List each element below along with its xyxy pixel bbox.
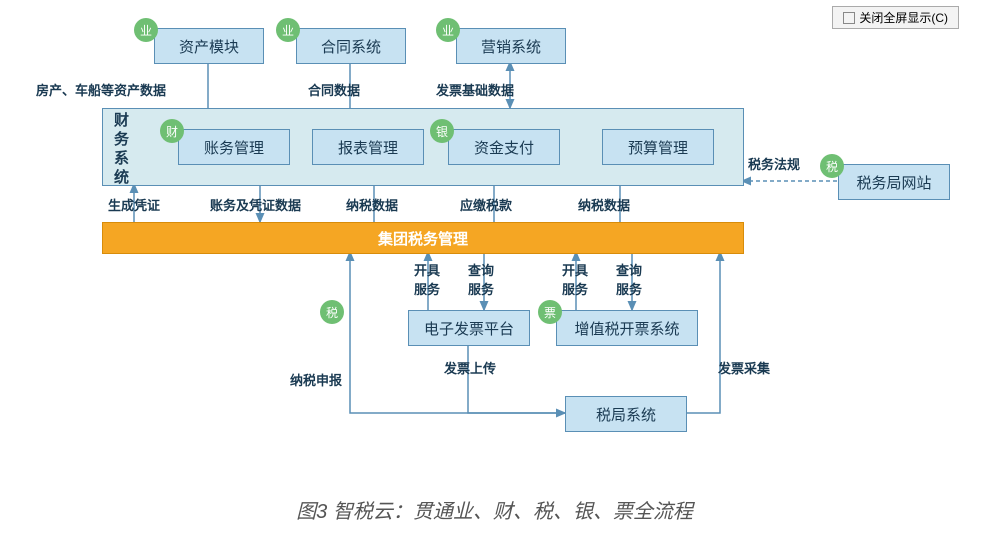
figure-caption: 图3 智税云：贯通业、财、税、银、票全流程 <box>0 495 989 524</box>
close-fullscreen-button[interactable]: 关闭全屏显示(C) <box>832 6 959 29</box>
badge-contract: 业 <box>276 18 300 42</box>
box-group: 集团税务管理 <box>102 222 744 254</box>
label-l8: 纳税数据 <box>578 195 630 214</box>
badge-fund: 银 <box>430 119 454 143</box>
label-l12: 开具服务 <box>562 260 588 298</box>
label-l7: 应缴税款 <box>460 195 512 214</box>
label-l14: 纳税申报 <box>290 370 342 389</box>
label-l5: 账务及凭证数据 <box>210 195 301 214</box>
box-report: 报表管理 <box>312 129 424 165</box>
box-taxBureau: 税局系统 <box>565 396 687 432</box>
label-l16: 发票采集 <box>718 358 770 377</box>
box-contract: 合同系统 <box>296 28 406 64</box>
close-icon <box>843 12 855 24</box>
badge-vat: 票 <box>538 300 562 324</box>
box-vat: 增值税开票系统 <box>556 310 698 346</box>
label-l10: 开具服务 <box>414 260 440 298</box>
badge-marketing: 业 <box>436 18 460 42</box>
container-label: 财务系统 <box>110 112 131 188</box>
box-marketing: 营销系统 <box>456 28 566 64</box>
label-l4: 生成凭证 <box>108 195 160 214</box>
badge-asset: 业 <box>134 18 158 42</box>
close-btn-label: 关闭全屏显示(C) <box>859 9 948 26</box>
badge-taxSite: 税 <box>820 154 844 178</box>
badge-acct: 财 <box>160 119 184 143</box>
label-l2: 合同数据 <box>308 80 360 99</box>
label-l9: 税务法规 <box>748 154 800 173</box>
box-acct: 账务管理 <box>178 129 290 165</box>
badge-einvoice: 税 <box>320 300 344 324</box>
label-l13: 查询服务 <box>616 260 642 298</box>
box-budget: 预算管理 <box>602 129 714 165</box>
label-l3: 发票基础数据 <box>436 80 514 99</box>
box-asset: 资产模块 <box>154 28 264 64</box>
box-einvoice: 电子发票平台 <box>408 310 530 346</box>
label-l6: 纳税数据 <box>346 195 398 214</box>
label-l11: 查询服务 <box>468 260 494 298</box>
box-fund: 资金支付 <box>448 129 560 165</box>
label-l1: 房产、车船等资产数据 <box>36 80 166 99</box>
box-taxSite: 税务局网站 <box>838 164 950 200</box>
label-l15: 发票上传 <box>444 358 496 377</box>
